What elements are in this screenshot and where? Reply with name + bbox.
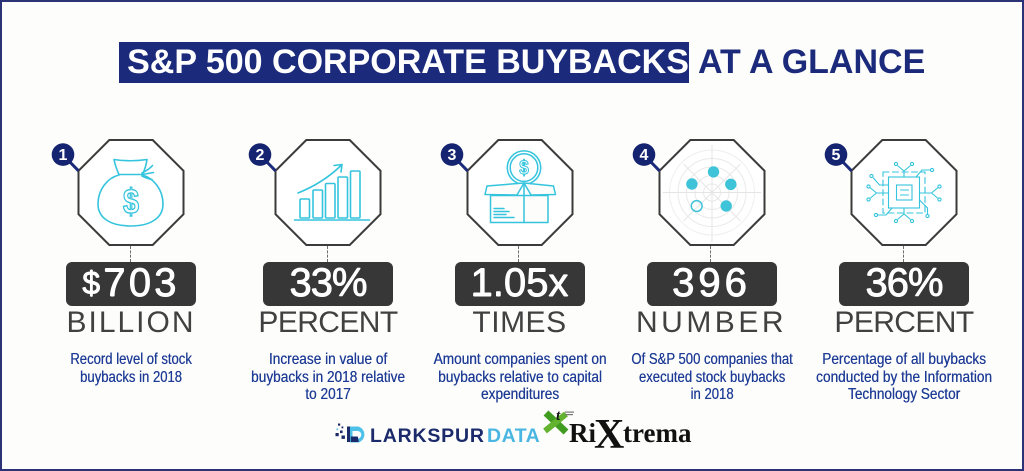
svg-text:2: 2 <box>256 147 265 164</box>
svg-text:t: t <box>556 408 561 424</box>
svg-text:3: 3 <box>447 147 456 164</box>
svg-text:$: $ <box>123 183 139 222</box>
svg-text:1: 1 <box>59 147 68 164</box>
svg-text:$: $ <box>519 158 529 180</box>
svg-text:Ri: Ri <box>569 418 596 448</box>
svg-text:DATA: DATA <box>487 425 540 447</box>
svg-text:trema: trema <box>623 418 692 448</box>
svg-text:LARKSPUR: LARKSPUR <box>370 425 485 447</box>
svg-text:4: 4 <box>639 147 648 164</box>
svg-text:5: 5 <box>832 147 841 164</box>
svg-text:X: X <box>594 412 624 458</box>
